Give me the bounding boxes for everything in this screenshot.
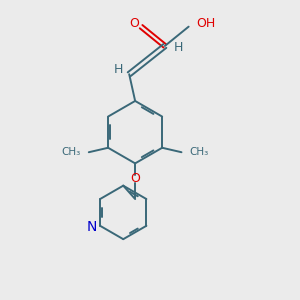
Text: O: O (130, 17, 140, 30)
Text: H: H (114, 63, 124, 76)
Text: OH: OH (196, 17, 215, 30)
Text: O: O (130, 172, 140, 185)
Text: CH₃: CH₃ (61, 147, 80, 157)
Text: H: H (173, 41, 183, 54)
Text: N: N (87, 220, 97, 234)
Text: CH₃: CH₃ (190, 147, 209, 157)
